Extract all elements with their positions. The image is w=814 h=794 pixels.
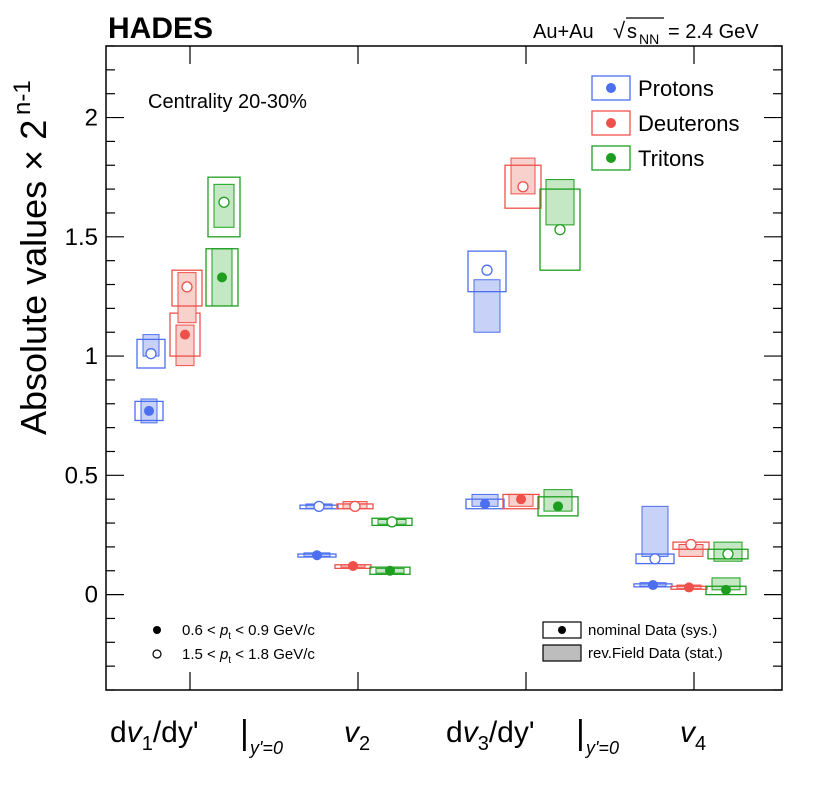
point-low-pt-protons — [480, 498, 490, 509]
legend-box-protons — [591, 75, 631, 101]
centrality-annotation: Centrality 20-30% — [148, 91, 307, 113]
energy-text: = 2.4 GeV — [668, 21, 759, 43]
category-eval-bar: | — [240, 714, 249, 752]
y-tick-label: 0.5 — [65, 462, 98, 489]
stat-box-deuterons — [177, 272, 197, 324]
point-high-pt-tritons — [386, 516, 398, 528]
axis-ticks — [106, 45, 782, 691]
box-legend-filled — [542, 644, 582, 662]
point-low-pt-tritons — [553, 501, 563, 512]
data-marks — [134, 157, 749, 596]
category-eval-at: y'=0 — [248, 738, 283, 758]
legend-box-deuterons — [591, 110, 631, 136]
category-name: dv3/dy' — [446, 716, 535, 755]
pt-legend-marker-filled — [153, 626, 161, 634]
stat-box-tritons — [545, 179, 575, 226]
point-high-pt-protons — [145, 348, 157, 360]
point-high-pt-protons — [313, 500, 325, 512]
point-low-pt-tritons — [217, 272, 227, 283]
system-label: Au+Au √ s NN = 2.4 GeV — [533, 17, 759, 47]
pt-legend-label: 0.6 < pt < 0.9 GeV/c — [182, 622, 315, 642]
point-high-pt-deuterons — [349, 500, 361, 512]
y-tick-label: 0 — [85, 582, 98, 609]
box-legend-marker — [558, 626, 566, 634]
sys-box-deuterons — [171, 269, 203, 307]
box-legend-label: rev.Field Data (stat.) — [588, 645, 723, 662]
category-label: v2 — [344, 716, 370, 755]
y-tick-label: 1 — [85, 343, 98, 370]
experiment-title: HADES — [108, 12, 213, 45]
category-eval-bar: | — [576, 714, 585, 752]
sys-box-tritons — [537, 496, 579, 517]
sys-box-protons — [136, 338, 166, 369]
category-label: dv1/dy' | y'=0 — [110, 714, 283, 758]
point-low-pt-deuterons — [684, 582, 694, 593]
point-low-pt-deuterons — [516, 494, 526, 505]
category-eval-at: y'=0 — [584, 738, 619, 758]
legend-label-deuterons: Deuterons — [638, 111, 740, 136]
point-high-pt-tritons — [722, 548, 734, 560]
pt-legend: 0.6 < pt < 0.9 GeV/c 1.5 < pt < 1.8 GeV/c — [152, 622, 315, 666]
y-axis-label: Absolute values × 2 — [13, 120, 54, 435]
point-high-pt-tritons — [554, 224, 566, 236]
point-low-pt-protons — [144, 405, 154, 416]
box-legend: nominal Data (sys.) rev.Field Data (stat.… — [542, 621, 723, 662]
stat-box-protons — [641, 505, 669, 557]
y-tick-label: 1.5 — [65, 224, 98, 251]
sqrt-subscript: NN — [639, 31, 659, 47]
legend-box-tritons — [591, 145, 631, 171]
y-tick-labels: 0 0.5 1 1.5 2 — [65, 105, 98, 609]
point-high-pt-tritons — [218, 196, 230, 208]
point-low-pt-tritons — [721, 584, 731, 595]
category-name: v4 — [680, 716, 706, 755]
y-tick-label: 2 — [85, 105, 98, 132]
sqrt-s: s — [627, 21, 637, 43]
point-high-pt-deuterons — [517, 181, 529, 193]
stat-box-protons — [473, 279, 501, 333]
pt-legend-label: 1.5 < pt < 1.8 GeV/c — [182, 646, 315, 666]
point-low-pt-protons — [312, 550, 322, 561]
category-labels: dv1/dy' | y'=0 v2 dv3/dy' | y'=0 v4 — [110, 714, 706, 758]
sys-box-tritons — [205, 248, 239, 307]
sys-box-deuterons — [504, 164, 542, 209]
sys-box-tritons — [207, 176, 241, 238]
sys-box-protons — [467, 250, 507, 293]
species-legend: Protons Deuterons Tritons — [591, 75, 740, 171]
point-high-pt-deuterons — [181, 281, 193, 293]
point-high-pt-protons — [649, 553, 661, 565]
sqrt-symbol: √ — [613, 18, 626, 43]
y-axis-exponent: n-1 — [9, 80, 36, 115]
legend-label-protons: Protons — [638, 76, 714, 101]
category-label: dv3/dy' | y'=0 — [446, 714, 619, 758]
box-legend-label: nominal Data (sys.) — [588, 622, 717, 639]
point-low-pt-deuterons — [348, 560, 358, 571]
point-low-pt-protons — [648, 580, 658, 591]
legend-marker-deuterons — [606, 118, 616, 128]
stat-box-deuterons — [510, 157, 536, 195]
point-low-pt-deuterons — [180, 329, 190, 340]
category-name: v2 — [344, 716, 370, 755]
point-low-pt-tritons — [385, 565, 395, 576]
system-text: Au+Au — [533, 21, 594, 43]
point-high-pt-deuterons — [685, 538, 697, 551]
plot-frame — [105, 45, 783, 691]
category-name: dv1/dy' — [110, 716, 199, 755]
legend-marker-tritons — [606, 153, 616, 163]
category-label: v4 — [680, 716, 706, 755]
box-legend-open — [542, 621, 582, 639]
point-high-pt-protons — [481, 264, 493, 276]
sys-box-tritons — [539, 188, 581, 271]
sys-box-protons — [134, 400, 164, 422]
y-axis-title: Absolute values × 2 n-1 — [9, 80, 54, 435]
legend-marker-protons — [606, 83, 616, 93]
pt-legend-marker-open — [152, 649, 162, 659]
legend-label-tritons: Tritons — [638, 146, 704, 171]
